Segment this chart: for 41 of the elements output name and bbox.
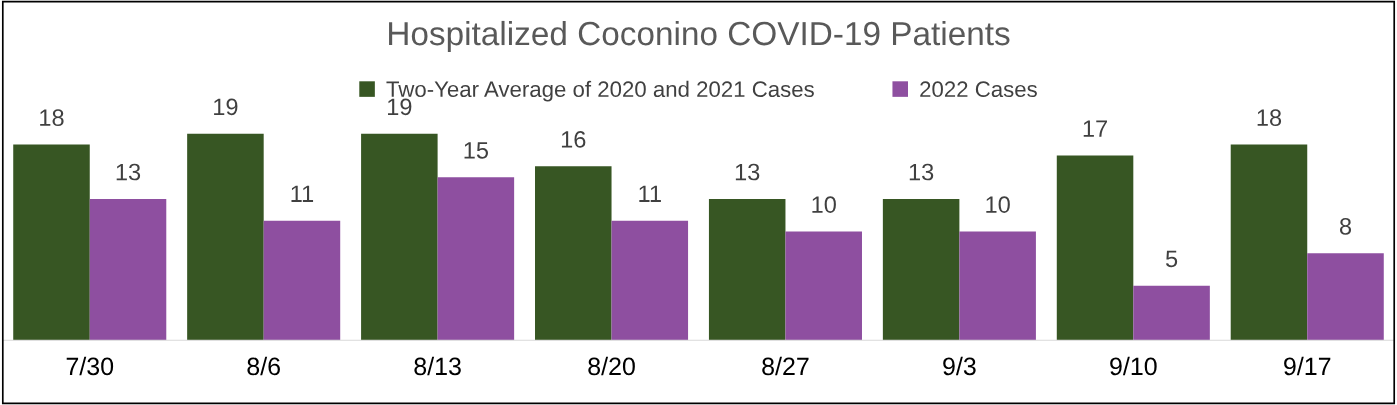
bar — [437, 177, 515, 341]
bar — [959, 231, 1036, 341]
bar — [187, 133, 264, 341]
bar — [13, 144, 90, 341]
data-label: 8 — [1339, 217, 1352, 235]
bar — [785, 231, 862, 341]
x-tick-label: 8/20 — [588, 356, 635, 376]
bar — [361, 133, 438, 341]
data-label: 18 — [1257, 109, 1282, 127]
data-label: 18 — [40, 109, 64, 127]
data-label: 19 — [214, 98, 238, 116]
bar — [1307, 253, 1384, 341]
bar — [882, 198, 960, 341]
data-label: 13 — [735, 163, 760, 181]
data-label: 10 — [986, 196, 1010, 213]
x-tick-label: 9/10 — [1110, 356, 1157, 376]
data-label: 13 — [116, 163, 141, 181]
x-tick-label: 9/17 — [1284, 356, 1331, 376]
data-label: 5 — [1165, 250, 1178, 268]
bar — [1133, 285, 1210, 341]
bar — [263, 220, 341, 341]
data-label: 10 — [812, 196, 836, 213]
data-label: 17 — [1083, 120, 1107, 137]
bar — [1230, 144, 1308, 341]
data-label: 15 — [464, 142, 489, 159]
chart-title: Hospitalized Coconino COVID-19 Patients — [389, 20, 1010, 52]
x-tick-label: 8/13 — [414, 356, 461, 376]
data-label: 13 — [909, 163, 934, 181]
bar — [611, 220, 689, 341]
x-tick-label: 8/27 — [762, 356, 809, 376]
bar — [535, 166, 612, 341]
data-label: 11 — [291, 185, 314, 202]
legend-label: 2022 Cases — [920, 81, 1037, 98]
data-label: 11 — [639, 185, 661, 202]
x-tick-label: 9/3 — [943, 356, 976, 376]
bar — [89, 198, 167, 341]
data-label: 16 — [561, 131, 586, 148]
bar — [1056, 155, 1134, 341]
bar — [708, 198, 786, 341]
x-tick-label: 7/30 — [66, 356, 114, 376]
x-tick-label: 8/6 — [247, 356, 280, 376]
